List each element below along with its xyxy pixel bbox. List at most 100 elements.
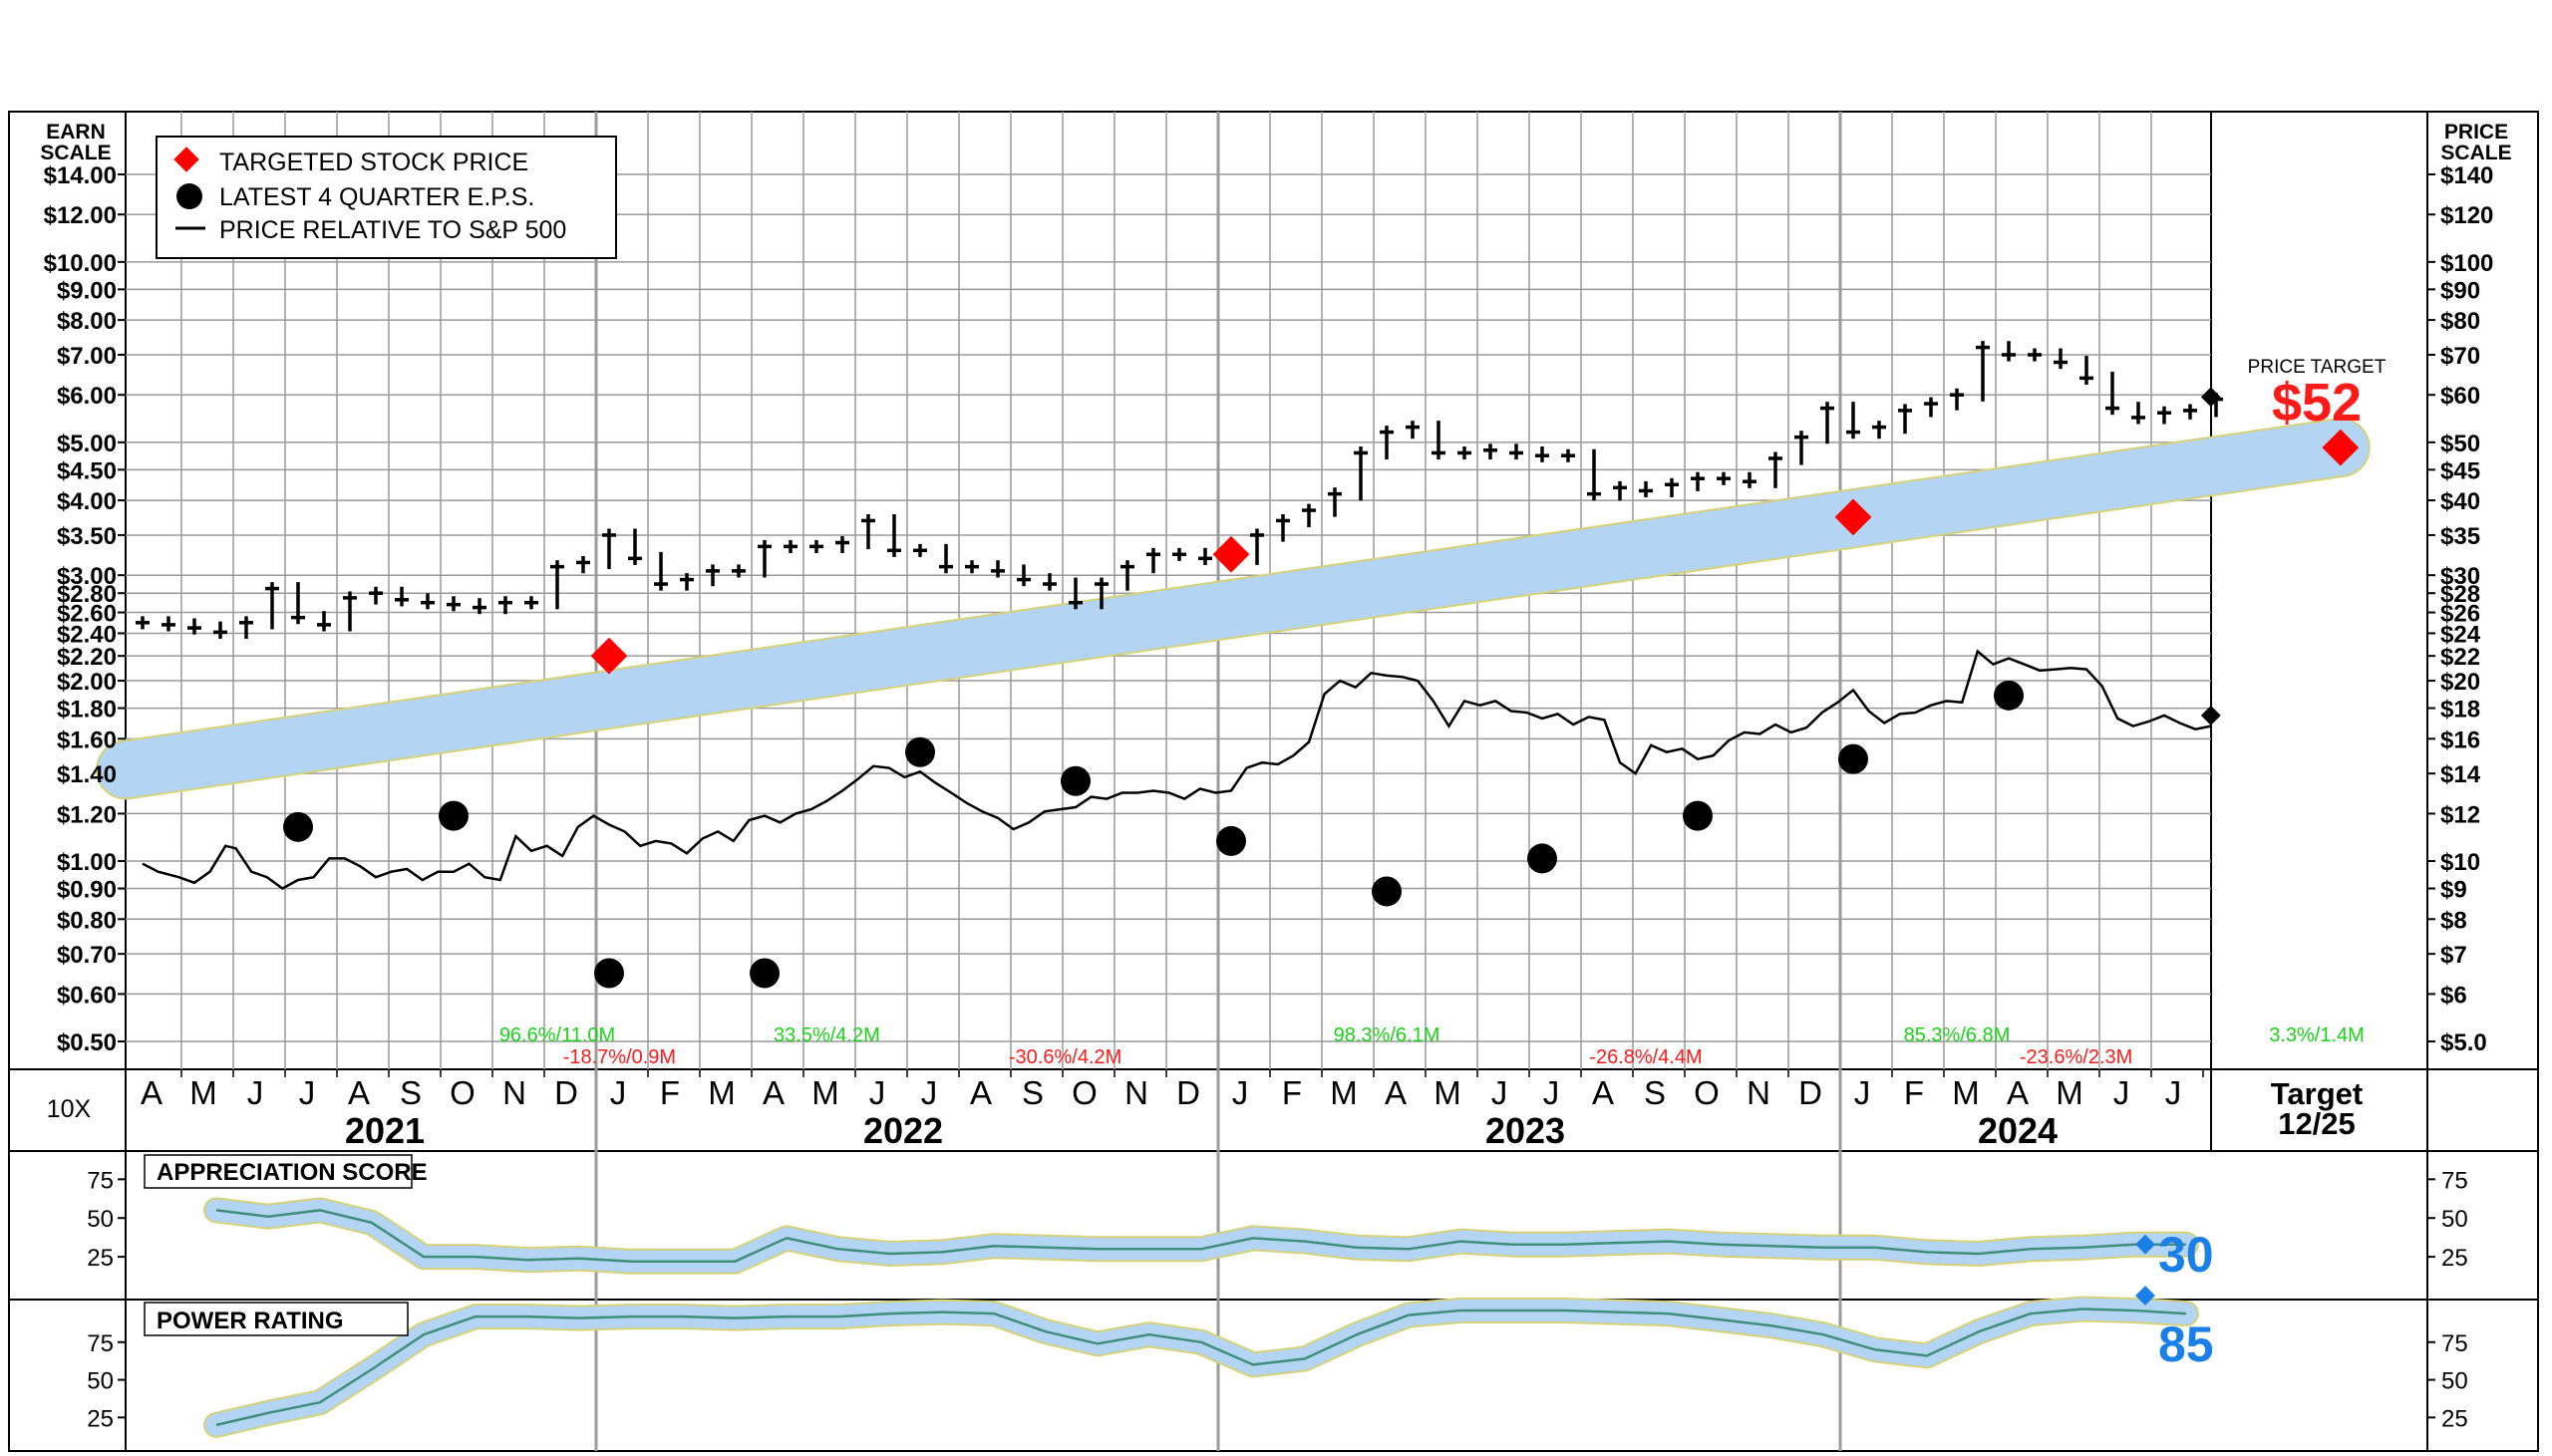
appreciation-tick-left: 25 bbox=[87, 1245, 114, 1272]
appreciation-current-marker bbox=[2135, 1234, 2155, 1255]
power-tick-left: 50 bbox=[87, 1368, 114, 1395]
appreciation-tick-right: 75 bbox=[2441, 1167, 2468, 1194]
month-label: D bbox=[1176, 1074, 1200, 1111]
price-tick-label: $22 bbox=[2440, 644, 2480, 671]
earn-tick-label: $14.00 bbox=[44, 162, 117, 189]
earn-tick-label: $12.00 bbox=[44, 202, 117, 229]
month-label: S bbox=[1644, 1074, 1666, 1111]
earn-tick-label: $1.00 bbox=[57, 849, 117, 876]
month-label: A bbox=[348, 1074, 370, 1111]
year-label: 2024 bbox=[1978, 1110, 2058, 1151]
price-tick-label: $140 bbox=[2440, 162, 2493, 189]
month-label: D bbox=[1798, 1074, 1822, 1111]
growth-label: -26.8%/4.4M bbox=[1589, 1046, 1702, 1068]
power-tick-left: 75 bbox=[87, 1330, 114, 1357]
year-label: 2022 bbox=[863, 1110, 943, 1151]
month-label: M bbox=[708, 1074, 736, 1111]
price-tick-label: $28 bbox=[2440, 581, 2480, 608]
growth-label: 3.3%/1.4M bbox=[2269, 1024, 2365, 1046]
year-label: 2023 bbox=[1485, 1110, 1565, 1151]
month-label: M bbox=[1434, 1074, 1461, 1111]
earn-tick-label: $3.50 bbox=[57, 523, 117, 550]
chart-frame bbox=[8, 111, 2539, 1452]
month-label: J bbox=[299, 1074, 316, 1111]
month-label: S bbox=[1022, 1074, 1044, 1111]
price-tick-label: $70 bbox=[2440, 343, 2480, 370]
price-tick-label: $60 bbox=[2440, 383, 2480, 410]
month-label: F bbox=[660, 1074, 680, 1111]
month-label: A bbox=[141, 1074, 162, 1111]
growth-label: -18.7%/0.9M bbox=[563, 1046, 676, 1068]
earn-tick-label: $7.00 bbox=[57, 343, 117, 370]
month-label: N bbox=[1124, 1074, 1148, 1111]
earn-tick-label: $0.50 bbox=[57, 1029, 117, 1056]
earn-tick-label: $4.50 bbox=[57, 457, 117, 484]
earn-tick-label: $1.80 bbox=[57, 697, 117, 724]
earn-scale-title-1: EARN bbox=[46, 121, 106, 144]
target-date: 12/25 bbox=[2278, 1106, 2356, 1141]
earn-tick-label: $2.40 bbox=[57, 621, 117, 648]
earn-tick-label: $8.00 bbox=[57, 308, 117, 335]
month-label: A bbox=[763, 1074, 785, 1111]
month-label: J bbox=[921, 1074, 938, 1111]
power-tick-right: 75 bbox=[2441, 1330, 2468, 1357]
legend-target-label: TARGETED STOCK PRICE bbox=[219, 148, 528, 176]
earn-tick-label: $1.60 bbox=[57, 727, 117, 753]
power-band bbox=[205, 1298, 2197, 1436]
month-label: S bbox=[400, 1074, 422, 1111]
earn-tick-label: $2.00 bbox=[57, 669, 117, 696]
month-label: J bbox=[1543, 1074, 1560, 1111]
month-label: M bbox=[1952, 1074, 1980, 1111]
price-scale-title-1: PRICE bbox=[2444, 121, 2508, 144]
month-label: F bbox=[1282, 1074, 1302, 1111]
legend-eps-icon bbox=[176, 183, 202, 209]
price-target-value: $52 bbox=[2272, 373, 2362, 433]
eps-point bbox=[1372, 876, 1402, 907]
month-label: M bbox=[189, 1074, 217, 1111]
eps-point bbox=[1683, 800, 1713, 831]
month-label: N bbox=[502, 1074, 526, 1111]
growth-label: -23.6%/2.3M bbox=[2020, 1046, 2132, 1068]
earn-tick-label: $0.70 bbox=[57, 942, 117, 969]
eps-point bbox=[1061, 765, 1091, 796]
eps-point bbox=[1838, 743, 1868, 774]
month-label: O bbox=[450, 1074, 476, 1111]
appreciation-tick-right: 25 bbox=[2441, 1245, 2468, 1272]
earn-tick-label: $10.00 bbox=[44, 250, 117, 277]
power-current-marker bbox=[2135, 1286, 2155, 1306]
price-tick-label: $8 bbox=[2440, 907, 2467, 934]
chart-series bbox=[136, 341, 2360, 1438]
appreciation-tick-left: 50 bbox=[87, 1206, 114, 1233]
price-target-caption: PRICE TARGET bbox=[2248, 357, 2387, 378]
price-tick-label: $7 bbox=[2440, 942, 2467, 969]
growth-label: -30.6%/4.2M bbox=[1009, 1046, 1121, 1068]
month-label: J bbox=[1854, 1074, 1871, 1111]
chart-labels: $14.00 $140 $12.00 $120 $10.00 $100 $9.00 $90 $8… bbox=[44, 162, 2494, 1432]
price-tick-label: $120 bbox=[2440, 202, 2493, 229]
month-label: J bbox=[1491, 1074, 1508, 1111]
eps-point bbox=[439, 800, 469, 831]
price-scale-title-2: SCALE bbox=[2440, 142, 2511, 164]
power-title-box bbox=[144, 1302, 409, 1336]
earn-tick-label: $0.80 bbox=[57, 907, 117, 934]
month-label: J bbox=[869, 1074, 886, 1111]
price-tick-label: $16 bbox=[2440, 727, 2480, 753]
legend: TARGETED STOCK PRICE LATEST 4 QUARTER E.… bbox=[156, 136, 617, 259]
month-label: F bbox=[1904, 1074, 1924, 1111]
month-label: A bbox=[1592, 1074, 1614, 1111]
price-tick-label: $50 bbox=[2440, 431, 2480, 457]
growth-label: 85.3%/6.8M bbox=[1904, 1024, 2011, 1046]
price-tick-label: $100 bbox=[2440, 250, 2493, 277]
price-tick-label: $40 bbox=[2440, 488, 2480, 515]
appreciation-tick-left: 75 bbox=[87, 1167, 114, 1194]
appreciation-title-box bbox=[144, 1154, 413, 1189]
target-band bbox=[96, 418, 2371, 800]
price-tick-label: $20 bbox=[2440, 669, 2480, 696]
appreciation-tick-right: 50 bbox=[2441, 1206, 2468, 1233]
earn-tick-label: $0.90 bbox=[57, 877, 117, 904]
appreciation-line bbox=[215, 1209, 2186, 1264]
earn-tick-label: $4.00 bbox=[57, 488, 117, 515]
earn-tick-label: $1.20 bbox=[57, 801, 117, 828]
target-label: Target bbox=[2271, 1076, 2363, 1111]
